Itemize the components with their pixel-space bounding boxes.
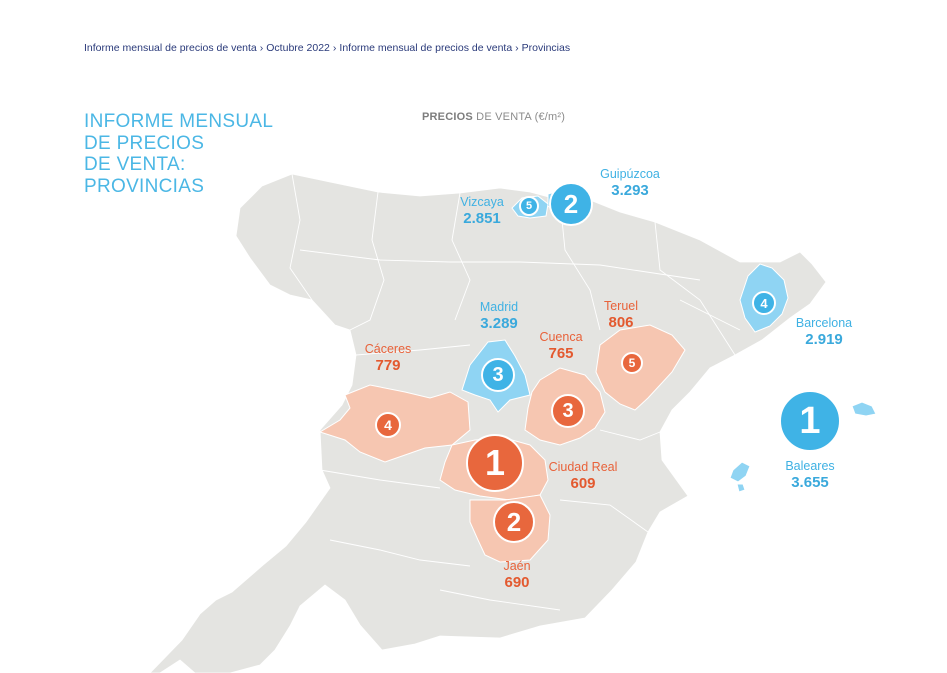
province-price: 806 — [608, 314, 634, 331]
label-guipuzcoa: Guipúzcoa 3.293 — [600, 167, 660, 199]
peninsula-land — [149, 173, 827, 673]
page-title-line: DE PRECIOS — [84, 132, 205, 154]
label-cuenca: Cuenca 765 — [539, 330, 582, 362]
label-baleares: Baleares 3.655 — [785, 459, 834, 491]
menorca-region — [851, 401, 877, 417]
label-barcelona: Barcelona 2.919 — [796, 316, 852, 348]
label-caceres: Cáceres 779 — [365, 342, 412, 374]
label-jaen: Jaén 690 — [503, 559, 530, 591]
province-price: 2.851 — [463, 210, 501, 227]
province-name: Barcelona — [795, 316, 853, 330]
breadcrumb-item-informe[interactable]: Informe mensual de precios de venta — [84, 42, 257, 54]
label-teruel: Teruel 806 — [604, 299, 638, 331]
rank-circle-ciudad-real: 1 — [466, 434, 524, 492]
page-title-line: INFORME MENSUAL — [84, 111, 274, 132]
page-title: INFORME MENSUAL DE PRECIOS DE VENTA: PRO… — [84, 111, 324, 197]
province-name: Cáceres — [364, 342, 412, 356]
province-price: 2.919 — [805, 331, 843, 348]
breadcrumb-item-provincias: Provincias — [521, 42, 571, 54]
rank-circle-cuenca: 3 — [551, 394, 585, 428]
label-ciudad-real: Ciudad Real 609 — [549, 460, 618, 492]
map-subtitle-rest: DE VENTA (€/m²) — [472, 111, 566, 123]
rank-circle-barcelona: 4 — [752, 291, 776, 315]
province-name: Ciudad Real — [548, 460, 618, 474]
page-title-line: DE VENTA: — [84, 154, 186, 175]
province-price: 3.289 — [480, 315, 518, 332]
map-subtitle: PRECIOS DE VENTA (€/m²) — [422, 111, 565, 123]
province-price: 3.293 — [611, 182, 649, 199]
map-subtitle-bold: PRECIOS — [422, 111, 473, 123]
breadcrumb-separator: › — [259, 42, 264, 54]
rank-circle-guipuzcoa: 2 — [549, 182, 593, 226]
rank-circle-vizcaya: 5 — [519, 196, 539, 216]
label-vizcaya: Vizcaya 2.851 — [460, 195, 504, 227]
label-madrid: Madrid 3.289 — [480, 300, 518, 332]
province-price: 3.655 — [791, 474, 829, 491]
breadcrumb-item-month[interactable]: Octubre 2022 — [266, 42, 330, 54]
rank-circle-jaen: 2 — [493, 501, 535, 543]
rank-circle-caceres: 4 — [375, 412, 401, 438]
province-name: Vizcaya — [460, 195, 504, 209]
rank-circle-baleares: 1 — [779, 390, 841, 452]
province-name: Guipúzcoa — [600, 167, 660, 181]
breadcrumb-separator: › — [332, 42, 337, 54]
breadcrumb: Informe mensual de precios de venta › Octu… — [84, 42, 570, 54]
page-title-line: PROVINCIAS — [84, 175, 205, 197]
province-name: Jaén — [503, 559, 531, 573]
province-price: 690 — [504, 574, 530, 591]
province-borders — [289, 173, 741, 611]
breadcrumb-item-informe-2[interactable]: Informe mensual de precios de venta — [339, 42, 513, 54]
ibiza-region — [736, 483, 746, 493]
province-price: 779 — [375, 357, 401, 374]
province-price: 609 — [570, 475, 596, 492]
province-name: Cuenca — [539, 330, 583, 344]
province-name: Baleares — [785, 459, 835, 473]
rank-circle-madrid: 3 — [481, 358, 515, 392]
province-price: 765 — [548, 345, 574, 362]
breadcrumb-separator: › — [515, 42, 519, 54]
province-name: Teruel — [603, 299, 639, 313]
rank-circle-teruel: 5 — [621, 352, 643, 374]
mallorca-region — [729, 461, 751, 483]
province-name: Madrid — [479, 300, 519, 314]
